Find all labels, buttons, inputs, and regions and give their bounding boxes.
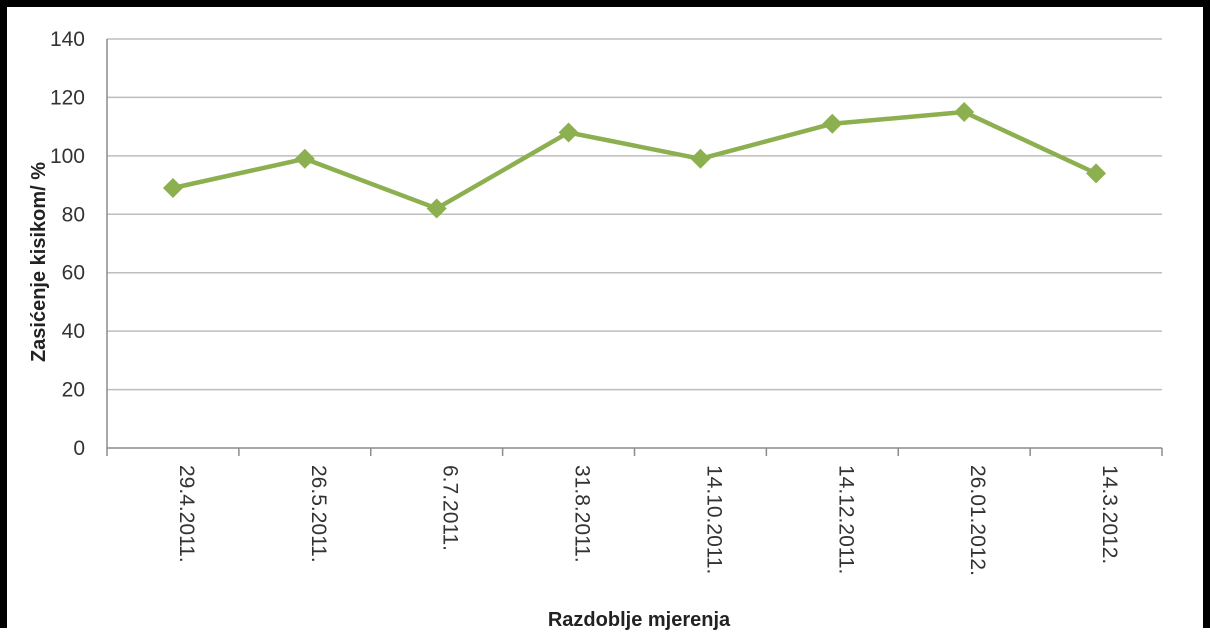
- y-tick-label: 60: [62, 262, 85, 285]
- data-point-marker: [426, 198, 447, 219]
- x-tick-labels: 29.4.2011. 26.5.2011. 6.7.2011. 31.8.2011. 1…: [175, 465, 1121, 576]
- data-point-marker: [822, 113, 843, 134]
- x-tick-label: 26.5.2011.: [307, 465, 330, 563]
- x-tick-label: 6.7.2011.: [439, 465, 462, 551]
- y-tick-label: 140: [50, 28, 85, 51]
- y-axis-title: Zasićenje kisikom/ %: [28, 162, 50, 362]
- x-tick-label: 14.12.2011.: [834, 465, 857, 574]
- data-markers: [162, 102, 1107, 219]
- y-tick-label: 40: [62, 320, 85, 343]
- series-line: [172, 109, 1098, 211]
- y-tick-label: 80: [62, 203, 85, 226]
- data-point-marker: [558, 122, 579, 143]
- data-point-marker: [294, 148, 315, 169]
- x-tick-label: 29.4.2011.: [175, 465, 198, 563]
- series-line: [172, 109, 1098, 211]
- data-point-marker: [690, 148, 711, 169]
- x-tick-label: 14.3.2012.: [1098, 465, 1121, 564]
- y-tick-label: 20: [62, 379, 85, 402]
- y-tick-labels: 0 20 40 60 80 100 120 140: [50, 28, 85, 460]
- x-tick-label: 31.8.2011.: [571, 465, 594, 563]
- line-chart: 0 20 40 60 80 100 120 140 29.4.2011. 26.5.2011. 6…: [28, 28, 1163, 631]
- x-axis-title: Razdoblje mjerenja: [548, 609, 731, 631]
- data-point-marker: [954, 102, 975, 123]
- gridlines: [107, 38, 1162, 391]
- axes: [106, 39, 1163, 456]
- y-tick-label: 0: [73, 437, 85, 460]
- x-tick-label: 26.01.2012.: [966, 465, 989, 576]
- data-point-marker: [162, 177, 183, 198]
- data-point-marker: [1086, 163, 1107, 184]
- y-tick-label: 120: [50, 86, 85, 109]
- x-tick-label: 14.10.2011.: [702, 465, 725, 574]
- y-tick-label: 100: [50, 145, 85, 168]
